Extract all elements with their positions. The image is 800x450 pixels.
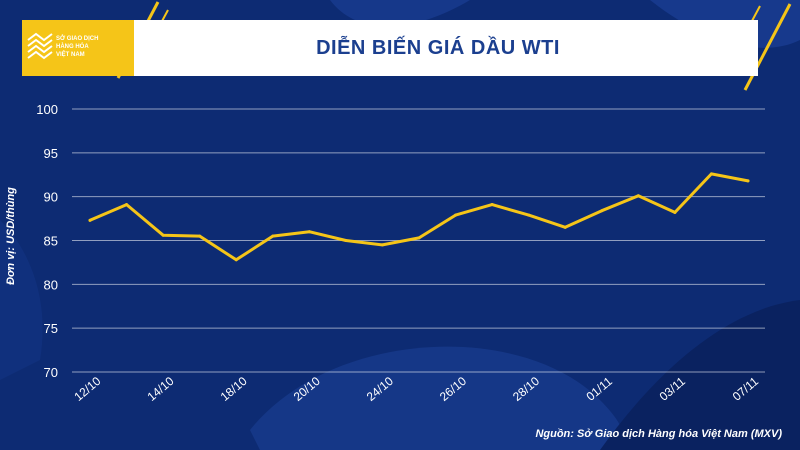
data-point — [344, 239, 348, 242]
data-point — [234, 258, 238, 262]
x-tick-label: 24/10 — [364, 374, 396, 404]
y-tick-label: 90 — [44, 190, 58, 205]
x-tick-label: 28/10 — [510, 374, 542, 404]
x-tick-label: 18/10 — [218, 374, 250, 404]
y-tick-label: 75 — [44, 321, 58, 336]
x-tick-label: 20/10 — [291, 374, 323, 404]
data-point — [636, 194, 640, 198]
data-point — [490, 203, 494, 207]
data-point — [161, 233, 165, 237]
data-point — [125, 203, 129, 207]
data-point — [454, 213, 458, 217]
data-point — [709, 172, 713, 176]
x-tick-label: 26/10 — [437, 374, 469, 404]
data-point — [198, 234, 202, 238]
wti-price-line — [88, 172, 750, 262]
data-point — [673, 210, 677, 214]
data-point — [380, 243, 384, 247]
data-point — [746, 179, 750, 183]
data-point — [88, 218, 92, 222]
chart-title: DIỄN BIẾN GIÁ DẦU WTI — [316, 37, 560, 59]
data-point — [600, 209, 604, 213]
x-tick-label: 07/11 — [730, 374, 762, 404]
y-tick-label: 95 — [44, 146, 58, 161]
data-point — [563, 225, 567, 229]
y-axis-label: Đơn vị: USD/thùng — [5, 187, 17, 285]
y-tick-label: 70 — [44, 365, 58, 380]
logo-text-line1: SỞ GIAO DỊCH — [56, 36, 99, 42]
source-note: Nguồn: Sở Giao dịch Hàng hóa Việt Nam (M… — [535, 428, 782, 440]
logo-text-line3: VIỆT NAM — [56, 52, 85, 58]
logo-mark-icon — [27, 32, 53, 60]
x-tick-label: 01/11 — [584, 374, 616, 404]
data-point — [417, 236, 421, 240]
x-tick-label: 12/10 — [71, 374, 103, 404]
y-tick-label: 80 — [44, 277, 58, 292]
logo-text-line2: HÀNG HÓA — [56, 44, 89, 50]
title-bar — [118, 20, 758, 76]
y-tick-label: 85 — [44, 234, 58, 249]
x-tick-label: 03/11 — [657, 374, 689, 404]
logo: SỞ GIAO DỊCH HÀNG HÓA VIỆT NAM — [22, 20, 134, 76]
data-point — [307, 230, 311, 234]
x-tick-label: 14/10 — [145, 374, 177, 404]
data-point — [527, 213, 531, 217]
data-point — [271, 234, 275, 238]
y-tick-label: 100 — [36, 102, 58, 117]
